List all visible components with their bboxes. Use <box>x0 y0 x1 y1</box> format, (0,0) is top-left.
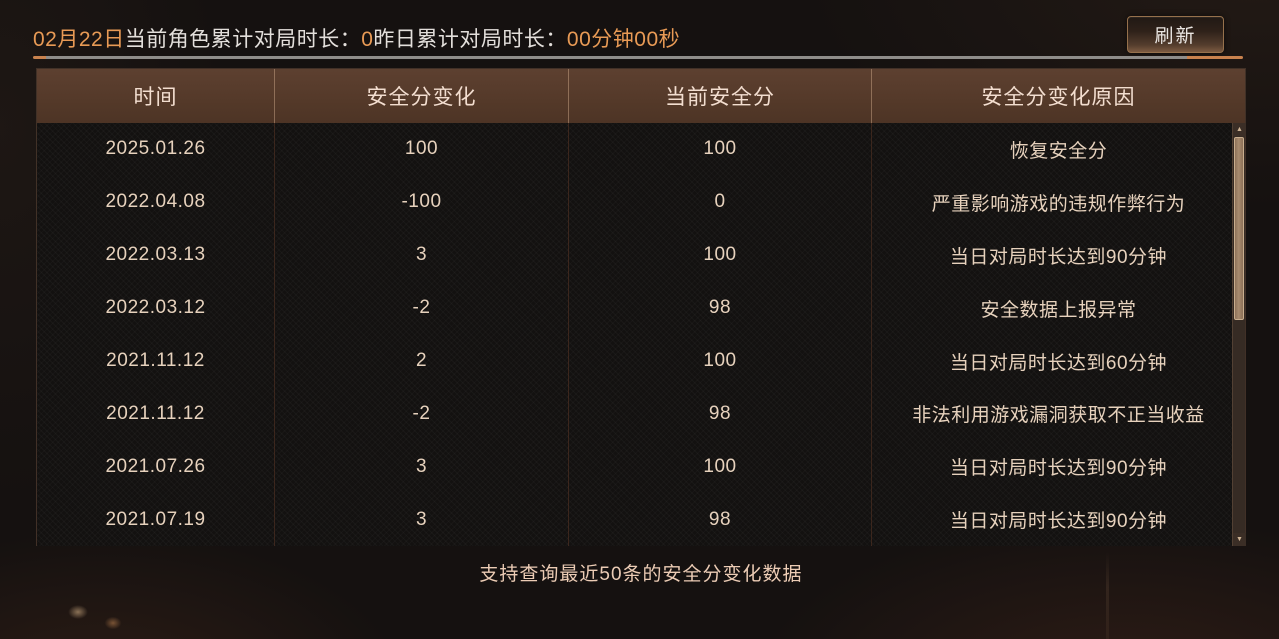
cell-current-score: 98 <box>569 493 872 547</box>
table-scrollbar[interactable]: ▲ ▼ <box>1232 123 1246 546</box>
cell-current-score: 100 <box>569 440 872 494</box>
cell-current-score: 0 <box>569 175 872 229</box>
cell-current-score: 100 <box>569 123 872 176</box>
cell-current-score: 98 <box>569 281 872 335</box>
cell-current-score: 98 <box>569 387 872 441</box>
cell-current-score: 100 <box>569 334 872 388</box>
table-header-row: 时间 安全分变化 当前安全分 安全分变化原因 <box>37 69 1245 123</box>
cell-change-reason: 严重影响游戏的违规作弊行为 <box>931 193 1186 215</box>
scroll-down-icon[interactable]: ▼ <box>1233 533 1246 546</box>
refresh-button[interactable]: 刷新 <box>1127 16 1224 53</box>
table-row: 2022.03.13 3 100 当日对局时长达到90分钟 <box>37 228 1245 282</box>
today-playtime-value: 0 <box>361 28 374 51</box>
table-row: 2021.11.12 -2 98 非法利用游戏漏洞获取不正当收益 <box>37 387 1245 441</box>
yesterday-playtime-value: 00分钟00秒 <box>566 28 681 51</box>
col-header-change-reason: 安全分变化原因 <box>981 86 1136 109</box>
col-header-time: 时间 <box>37 69 275 123</box>
summary-date: 02月22日 <box>33 28 125 51</box>
cell-change-reason: 当日对局时长达到90分钟 <box>949 511 1168 533</box>
cell-score-change: 3 <box>275 440 569 494</box>
cell-score-change: 100 <box>275 123 569 176</box>
table-row: 2021.07.19 3 98 当日对局时长达到90分钟 <box>37 493 1245 547</box>
cell-score-change: -2 <box>275 281 569 335</box>
cell-change-reason: 当日对局时长达到90分钟 <box>949 458 1168 480</box>
cell-score-change: 3 <box>275 228 569 282</box>
table-row: 2022.03.12 -2 98 安全数据上报异常 <box>37 281 1245 335</box>
cell-time: 2025.01.26 <box>37 123 275 176</box>
cell-time: 2022.03.12 <box>37 281 275 335</box>
cell-score-change: 2 <box>275 334 569 388</box>
security-score-table: 时间 安全分变化 当前安全分 安全分变化原因 2025.01.26 100 10… <box>36 68 1246 547</box>
cell-change-reason: 安全数据上报异常 <box>980 299 1137 321</box>
scroll-up-icon[interactable]: ▲ <box>1233 123 1246 136</box>
cell-change-reason: 当日对局时长达到60分钟 <box>949 352 1168 374</box>
col-header-current-score: 当前安全分 <box>569 69 872 123</box>
col-header-score-change: 安全分变化 <box>275 69 569 123</box>
cell-time: 2021.07.19 <box>37 493 275 547</box>
cell-change-reason: 非法利用游戏漏洞获取不正当收益 <box>912 405 1205 427</box>
footer-note: 支持查询最近50条的安全分变化数据 <box>479 564 803 585</box>
topbar: 02月22日当前角色累计对局时长：0昨日累计对局时长：00分钟00秒 刷新 <box>0 0 1279 57</box>
cell-time: 2021.11.12 <box>37 387 275 441</box>
cell-score-change: 3 <box>275 493 569 547</box>
cell-time: 2022.04.08 <box>37 175 275 229</box>
cell-current-score: 100 <box>569 228 872 282</box>
table-row: 2025.01.26 100 100 恢复安全分 <box>37 123 1245 176</box>
table-body: 2025.01.26 100 100 恢复安全分 2022.04.08 -100… <box>37 123 1245 547</box>
table-row: 2021.07.26 3 100 当日对局时长达到90分钟 <box>37 440 1245 494</box>
cell-score-change: -100 <box>275 175 569 229</box>
playtime-summary: 02月22日当前角色累计对局时长：0昨日累计对局时长：00分钟00秒 <box>33 23 680 53</box>
table-row: 2022.04.08 -100 0 严重影响游戏的违规作弊行为 <box>37 175 1245 229</box>
cell-score-change: -2 <box>275 387 569 441</box>
cell-change-reason: 当日对局时长达到90分钟 <box>949 246 1168 268</box>
title-divider <box>33 56 1243 59</box>
cell-change-reason: 恢复安全分 <box>1009 140 1108 162</box>
table-row: 2021.11.12 2 100 当日对局时长达到60分钟 <box>37 334 1245 388</box>
background-light-streak <box>1106 552 1109 639</box>
today-playtime-label: 当前角色累计对局时长： <box>124 28 362 51</box>
cell-time: 2022.03.13 <box>37 228 275 282</box>
yesterday-playtime-label: 昨日累计对局时长： <box>373 28 567 51</box>
scrollbar-thumb[interactable] <box>1234 137 1244 320</box>
cell-time: 2021.07.26 <box>37 440 275 494</box>
cell-time: 2021.11.12 <box>37 334 275 388</box>
